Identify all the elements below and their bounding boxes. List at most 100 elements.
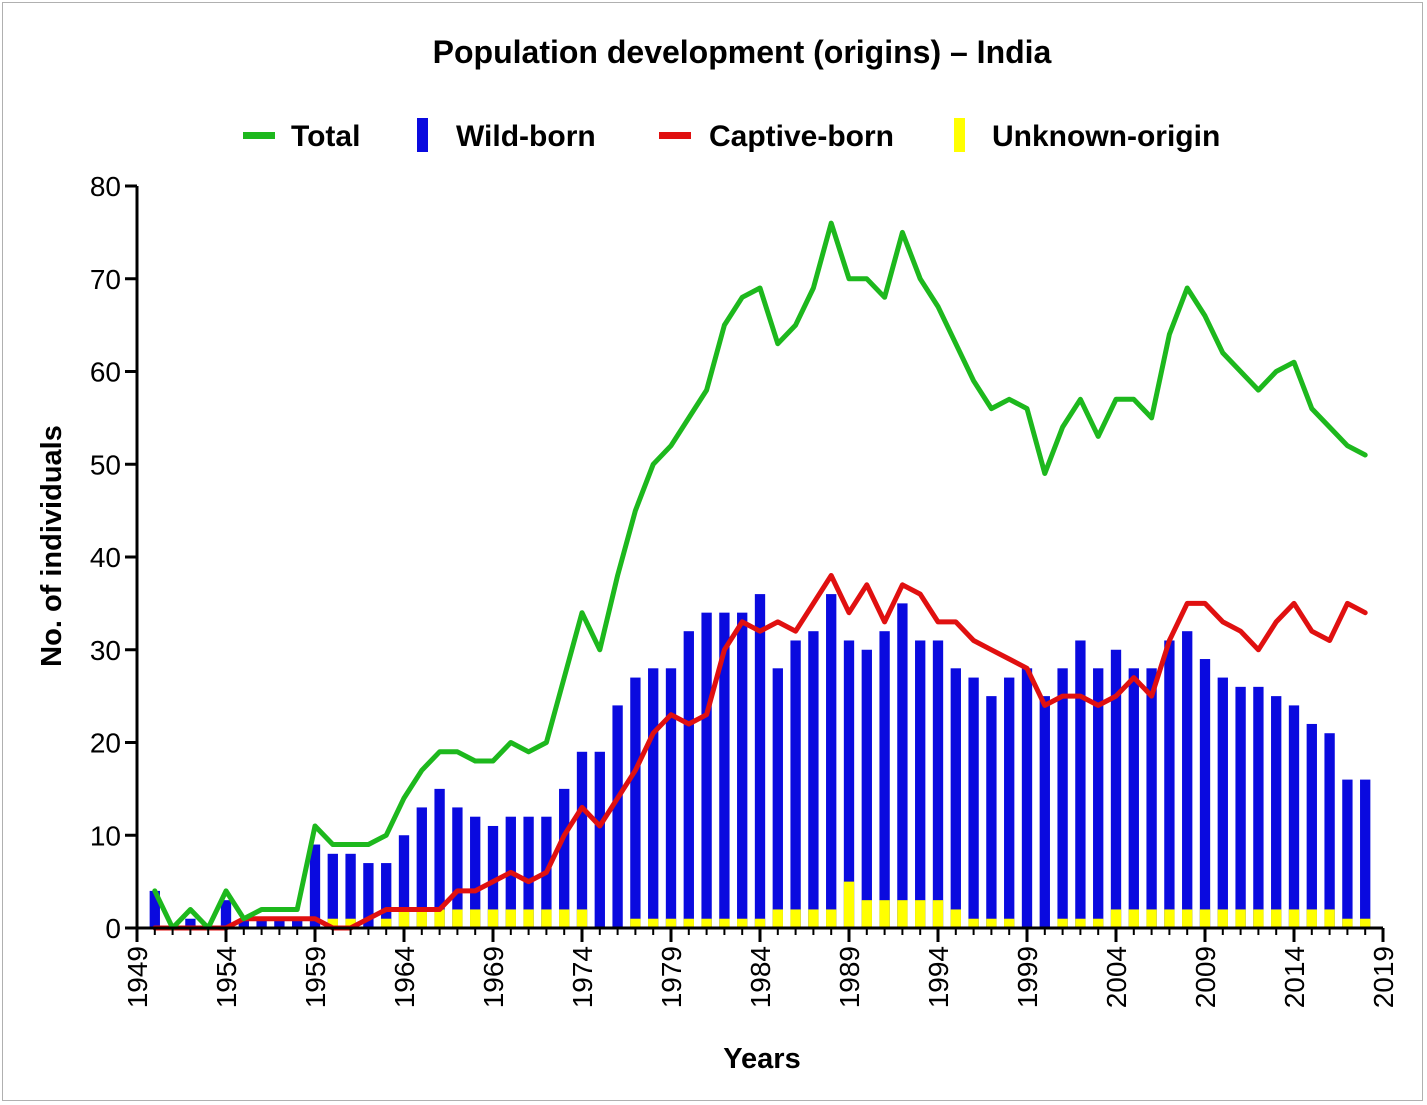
bar-wild-born-1995 [950,668,961,928]
bar-wild-born-1993 [915,640,926,928]
bar-unknown-origin-1967 [452,909,463,928]
bar-unknown-origin-1961 [345,918,356,928]
y-tick-label-0: 0 [105,913,121,944]
x-tick-label-1984: 1984 [745,946,776,1008]
bar-wild-born-1997 [986,696,997,928]
bar-unknown-origin-1970 [505,909,516,928]
bar-wild-born-1987 [808,631,819,928]
bar-unknown-origin-2008 [1182,909,1193,928]
bar-unknown-origin-2011 [1235,909,1246,928]
legend-swatch-captive-born [659,132,691,139]
bar-unknown-origin-1981 [701,918,712,928]
bar-wild-born-1991 [879,631,890,928]
bar-wild-born-1994 [932,640,944,928]
bar-wild-born-2002 [1075,640,1086,928]
bar-wild-born-1952 [185,918,196,928]
bar-wild-born-1990 [861,649,872,928]
bar-unknown-origin-2006 [1146,909,1157,928]
x-tick-label-1954: 1954 [211,946,242,1008]
bar-unknown-origin-1969 [487,909,499,928]
bar-unknown-origin-1993 [915,900,926,928]
bar-unknown-origin-2016 [1324,909,1335,928]
y-tick-label-50: 50 [90,449,121,480]
bar-wild-born-1989 [843,640,855,928]
bar-wild-born-2006 [1146,668,1157,928]
bar-wild-born-1969 [487,825,499,928]
bar-wild-born-2004 [1110,649,1122,928]
x-tick-label-1994: 1994 [923,946,954,1008]
bar-unknown-origin-1966 [434,909,445,928]
x-axis-label: Years [723,1043,800,1075]
bar-unknown-origin-1994 [932,900,944,928]
bar-unknown-origin-1995 [950,909,961,928]
bar-unknown-origin-2004 [1110,909,1122,928]
bar-wild-born-1966 [434,788,445,928]
bar-unknown-origin-1964 [398,909,410,928]
bar-unknown-origin-1991 [879,900,890,928]
bar-unknown-origin-2002 [1075,918,1086,928]
bar-wild-born-2018 [1360,779,1371,928]
bar-wild-born-1968 [470,816,481,928]
y-tick-label-70: 70 [90,264,121,295]
bar-unknown-origin-2001 [1057,918,1068,928]
bar-wild-born-1965 [416,807,427,928]
bar-wild-born-2009 [1199,659,1211,928]
bar-unknown-origin-1963 [381,918,392,928]
bar-unknown-origin-2017 [1342,918,1353,928]
bar-unknown-origin-2018 [1360,918,1371,928]
bar-unknown-origin-2003 [1093,918,1104,928]
x-tick-label-1949: 1949 [122,946,153,1008]
bar-unknown-origin-1997 [986,918,997,928]
x-tick-label-1964: 1964 [389,946,420,1008]
bar-wild-born-2016 [1324,733,1335,928]
bar-unknown-origin-1973 [559,909,570,928]
bar-wild-born-2007 [1164,640,1175,928]
bar-wild-born-2008 [1182,631,1193,928]
bar-wild-born-1963 [381,863,392,928]
bar-unknown-origin-1987 [808,909,819,928]
bar-unknown-origin-2015 [1306,909,1317,928]
bar-wild-born-1971 [523,816,534,928]
bar-unknown-origin-1972 [541,909,552,928]
bar-unknown-origin-2005 [1128,909,1139,928]
bar-wild-born-1992 [897,603,908,928]
x-tick-label-1974: 1974 [567,946,598,1008]
bar-wild-born-2010 [1217,677,1228,928]
bar-unknown-origin-1971 [523,909,534,928]
y-tick-label-10: 10 [90,820,121,851]
bar-wild-born-2005 [1128,668,1139,928]
bar-series [149,594,1371,928]
line-captive-born [152,573,1368,931]
bar-unknown-origin-2012 [1253,909,1264,928]
bar-wild-born-1977 [630,677,641,928]
legend-label-unknown-origin: Unknown-origin [992,120,1220,153]
legend-swatch-unknown-origin [954,118,965,152]
bar-wild-born-1956 [256,918,267,928]
bar-unknown-origin-1996 [968,918,979,928]
legend: Total Wild-born Captive-born Unknown-ori… [243,118,1220,153]
bar-wild-born-1988 [826,594,837,928]
bar-unknown-origin-1979 [665,918,677,928]
bar-unknown-origin-1983 [737,918,748,928]
y-tick-label-80: 80 [90,171,121,202]
bar-wild-born-1955 [238,918,249,928]
bar-unknown-origin-1986 [790,909,801,928]
bar-unknown-origin-2014 [1288,909,1300,928]
line-total [152,220,1368,931]
bar-wild-born-1980 [683,631,694,928]
y-axis-label: No. of individuals [36,425,68,667]
bar-wild-born-1964 [398,835,410,928]
bar-unknown-origin-2007 [1164,909,1175,928]
legend-swatch-wild-born [417,118,428,152]
axes: 0 10 20 30 40 50 60 70 80 1949 1954 1959 1964 1969 197… [90,171,1399,1008]
bar-unknown-origin-1982 [719,918,730,928]
bar-unknown-origin-1978 [648,918,659,928]
bar-wild-born-1973 [559,788,570,928]
legend-swatch-total [243,132,275,139]
bar-wild-born-1975 [594,751,605,928]
chart-title: Population development (origins) – India [433,34,1052,70]
bar-wild-born-1982 [719,612,730,928]
bar-wild-born-2017 [1342,779,1353,928]
